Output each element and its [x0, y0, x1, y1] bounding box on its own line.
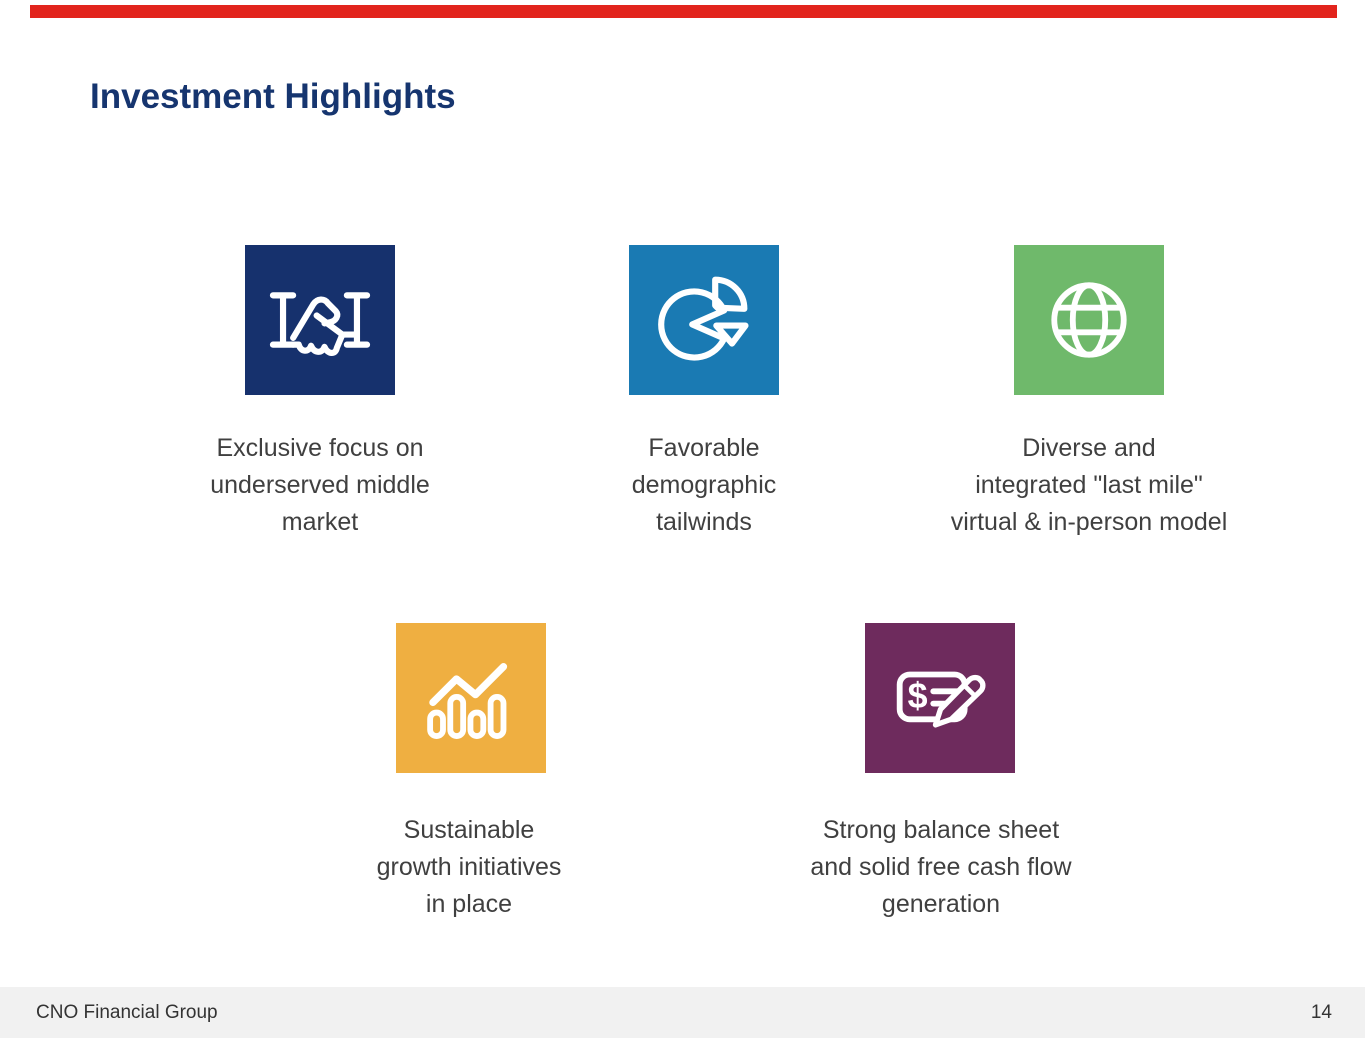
highlight-tile-balance-sheet: $	[865, 623, 1015, 773]
footer-company-name: CNO Financial Group	[36, 1002, 218, 1023]
check-pencil-icon: $	[884, 642, 996, 754]
highlight-caption-balance-sheet: Strong balance sheet and solid free cash…	[810, 816, 1072, 918]
bar-chart-trend-icon	[415, 642, 527, 754]
pie-chart-icon	[648, 264, 760, 376]
page-title: Investment Highlights	[90, 77, 456, 116]
highlight-caption-middle-market: Exclusive focus on underserved middle ma…	[210, 434, 430, 536]
highlight-caption-growth: Sustainable growth initiatives in place	[376, 816, 562, 918]
svg-text:$: $	[908, 676, 928, 716]
footer-page-number: 14	[1310, 1002, 1332, 1023]
globe-icon	[1033, 264, 1145, 376]
highlight-caption-demographics: Favorable demographic tailwinds	[631, 434, 777, 536]
highlight-caption-last-mile-model: Diverse and integrated "last mile" virtu…	[950, 434, 1228, 536]
highlight-tile-demographics	[629, 245, 779, 395]
footer-bar: CNO Financial Group 14	[0, 987, 1365, 1038]
top-accent-bar	[30, 5, 1337, 18]
highlight-tile-last-mile-model	[1014, 245, 1164, 395]
highlight-tile-middle-market	[245, 245, 395, 395]
handshake-icon	[264, 264, 376, 376]
highlight-tile-growth	[396, 623, 546, 773]
